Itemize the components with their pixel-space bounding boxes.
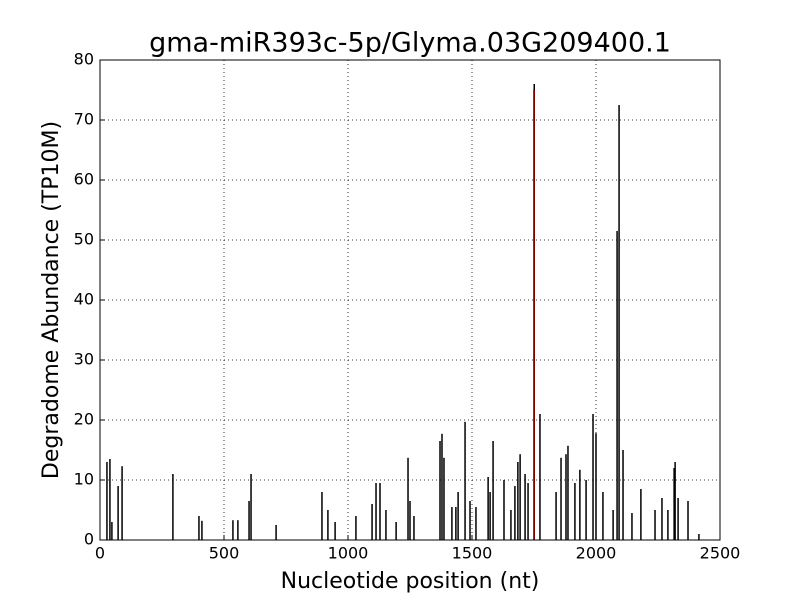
y-axis-label: Degradome Abundance (TP10M)	[39, 121, 64, 479]
x-tick-label: 2500	[700, 544, 741, 563]
y-tick-label: 0	[84, 530, 94, 549]
y-tick-label: 60	[74, 170, 94, 189]
x-axis-label: Nucleotide position (nt)	[281, 569, 540, 594]
y-tick-label: 50	[74, 230, 94, 249]
x-tick-label: 0	[95, 544, 105, 563]
x-tick-label: 1000	[328, 544, 369, 563]
x-tick-label: 500	[209, 544, 240, 563]
y-tick-label: 20	[74, 410, 94, 429]
x-tick-label: 2000	[576, 544, 617, 563]
y-tick-label: 80	[74, 50, 94, 69]
y-tick-label: 10	[74, 470, 94, 489]
chart-title: gma-miR393c-5p/Glyma.03G209400.1	[149, 28, 671, 59]
y-tick-label: 70	[74, 110, 94, 129]
y-tick-label: 40	[74, 290, 94, 309]
y-tick-label: 30	[74, 350, 94, 369]
x-tick-label: 1500	[452, 544, 493, 563]
